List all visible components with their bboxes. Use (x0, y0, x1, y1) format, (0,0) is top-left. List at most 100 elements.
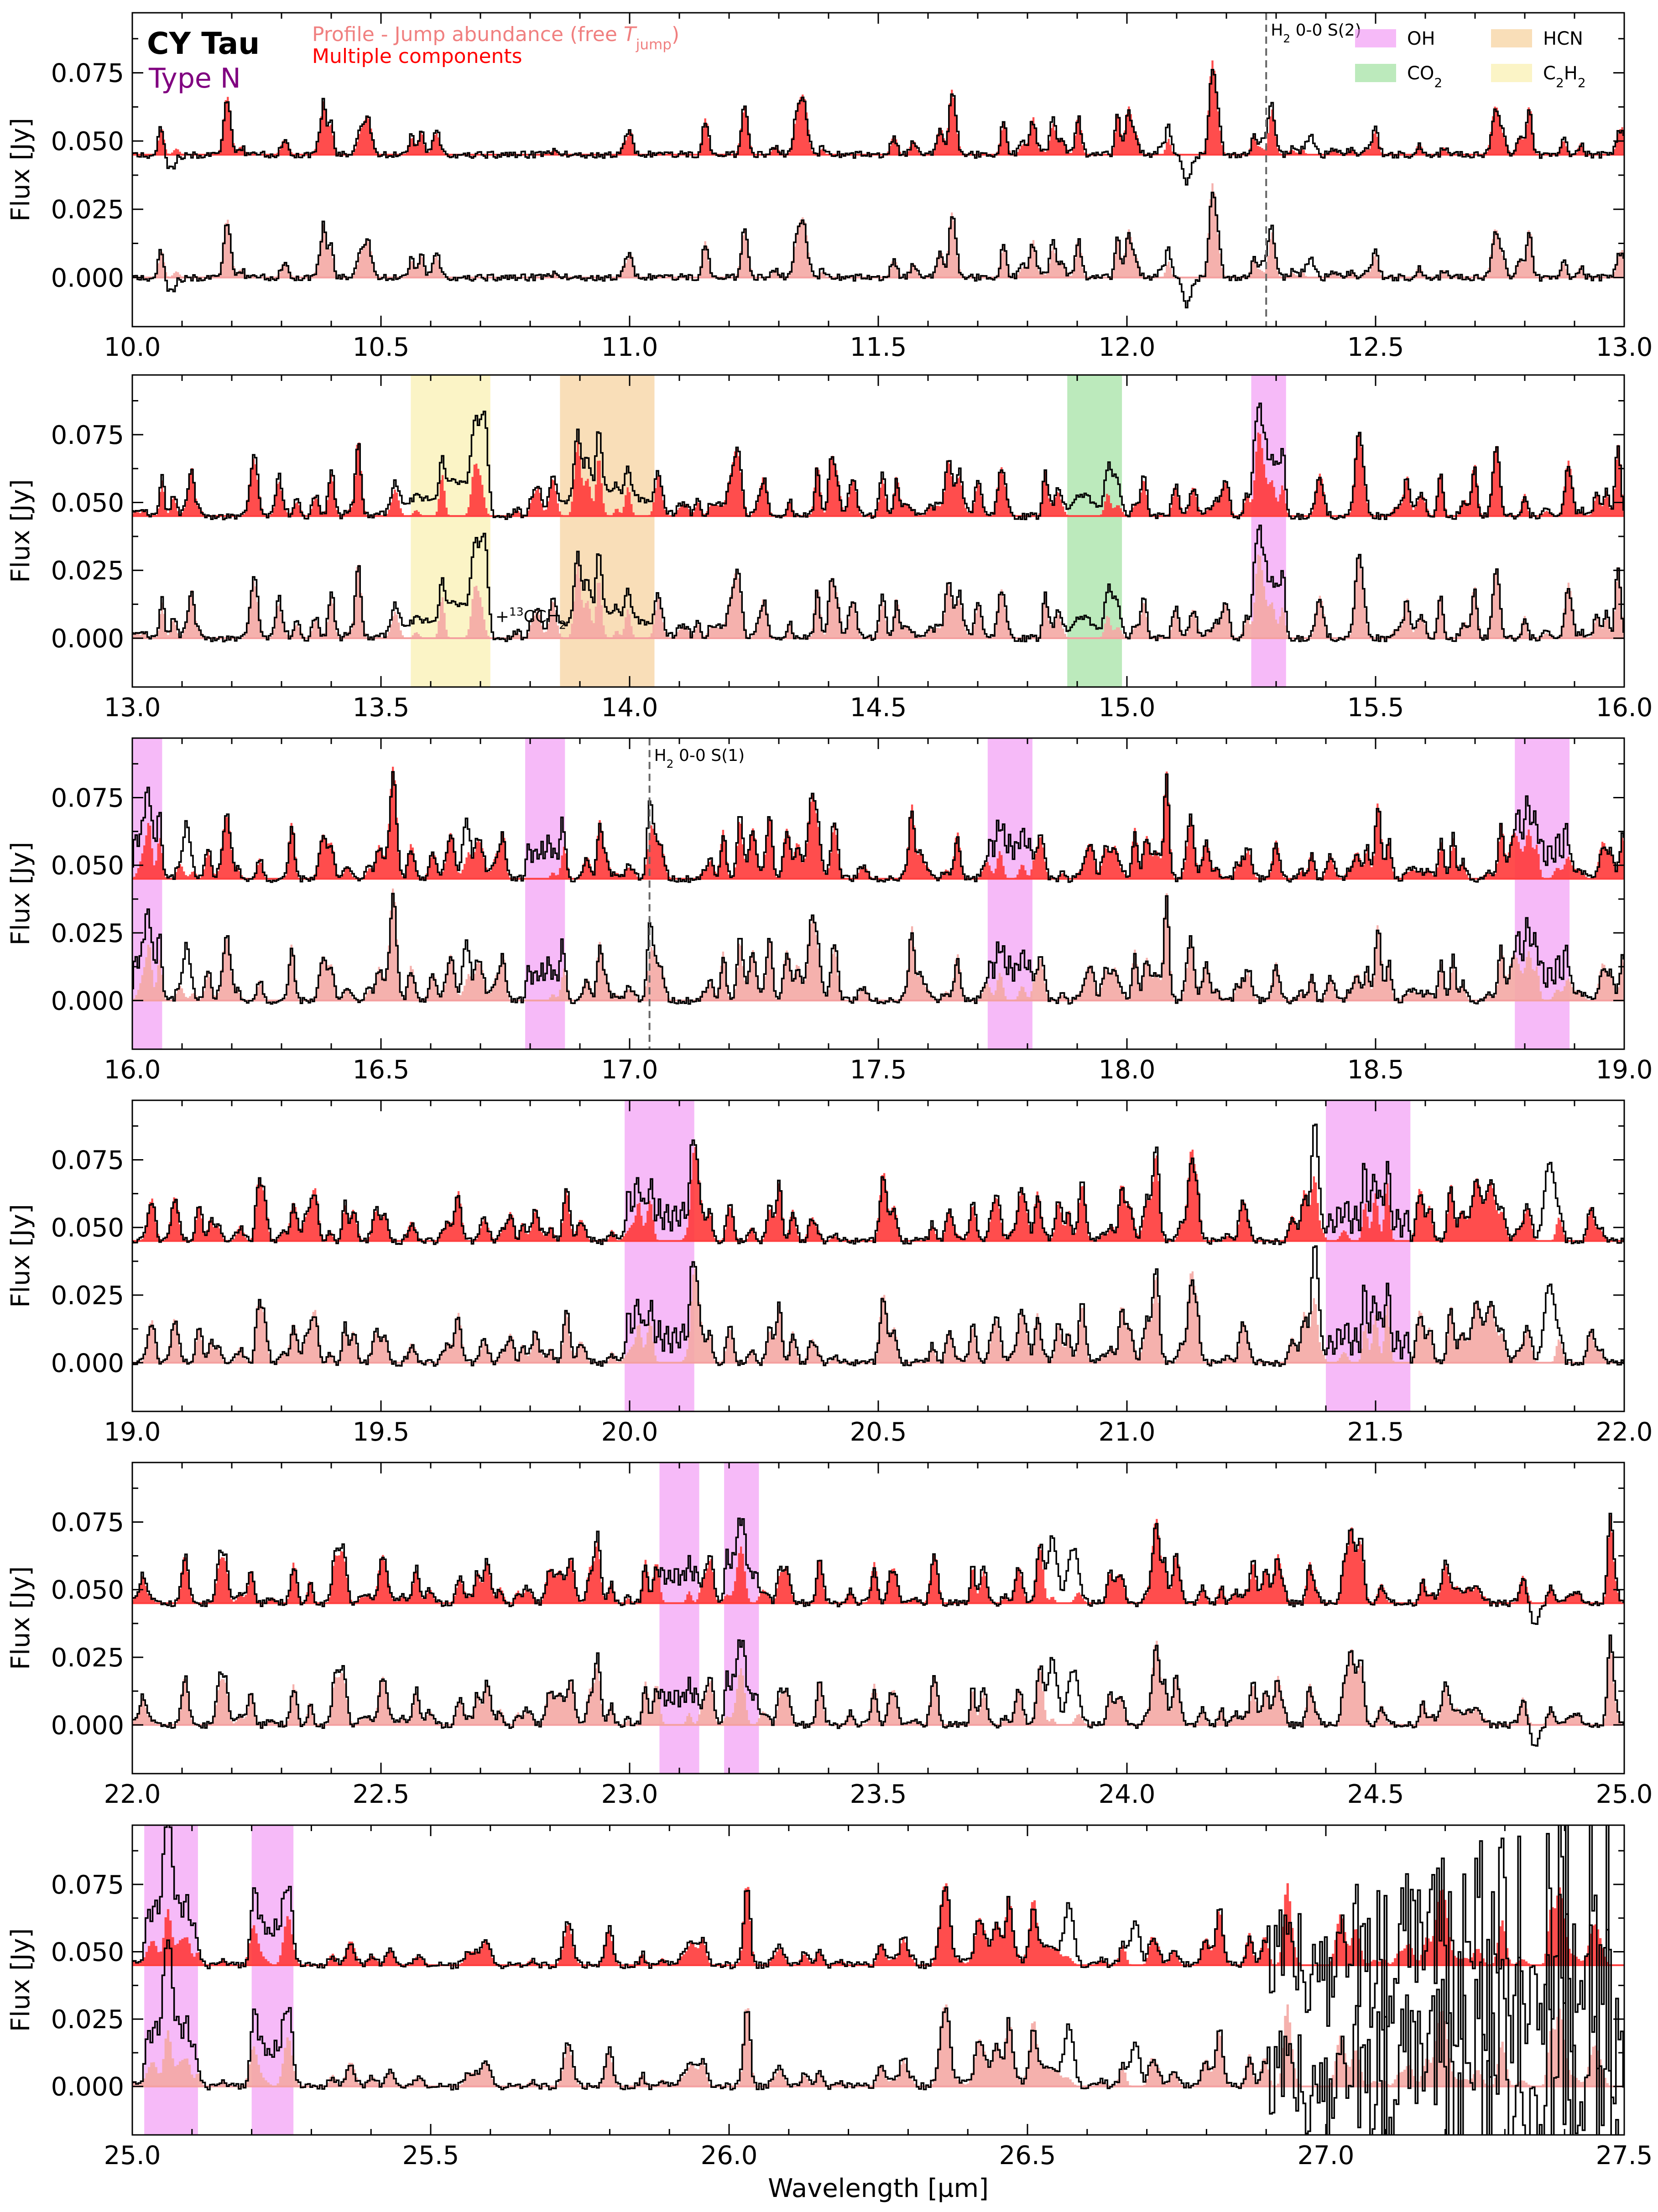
legend-swatch-co2 (1355, 64, 1396, 82)
y-tick-label: 0.025 (51, 2005, 124, 2035)
x-tick-label: 18.0 (1099, 1055, 1156, 1085)
y-tick-label: 0.075 (51, 1145, 124, 1175)
x-tick-label: 23.5 (850, 1780, 907, 1809)
observed-spectrum-bottom (132, 1245, 1624, 1367)
model-fill-profile-jump (132, 183, 1624, 278)
x-tick-label: 17.5 (850, 1055, 907, 1085)
y-tick-label: 0.050 (51, 1576, 124, 1605)
x-tick-label: 20.5 (850, 1417, 907, 1447)
y-tick-label: 0.075 (51, 1870, 124, 1900)
x-tick-label: 13.0 (1596, 333, 1653, 362)
band-oh (1326, 1100, 1411, 1411)
y-tick-label: 0.000 (51, 624, 124, 654)
y-tick-label: 0.000 (51, 986, 124, 1016)
observed-spectrum-top (132, 402, 1624, 520)
panel-frame (131, 1824, 1625, 2136)
y-tick-label: 0.025 (51, 919, 124, 948)
type-label: Type N (148, 62, 241, 94)
isotopologue-annotation: +13CCH2 (495, 605, 566, 631)
observed-spectrum-bottom (132, 192, 1624, 308)
x-tick-label: 17.0 (601, 1055, 658, 1085)
y-tick-label: 0.075 (51, 421, 124, 450)
x-tick-label: 19.0 (104, 1417, 161, 1447)
legend-swatch-c2h2 (1491, 64, 1532, 82)
observed-spectrum-top (132, 69, 1624, 186)
band-oh (724, 1463, 759, 1774)
x-tick-label: 25.0 (1596, 1780, 1653, 1809)
x-tick-label: 19.5 (353, 1417, 410, 1447)
x-tick-label: 18.5 (1347, 1055, 1404, 1085)
y-tick-label: 0.050 (51, 489, 124, 518)
x-tick-label: 15.0 (1099, 693, 1156, 723)
panel-2: +13CCH2 0.000 0.025 0.050 0.075 13.0 13.5 14.0 1… (6, 374, 1653, 723)
x-tick-label: 26.0 (701, 2141, 758, 2170)
y-tick-label: 0.050 (51, 851, 124, 881)
profile-model-label: Profile - Jump abundance (free Tjump) (312, 23, 679, 53)
x-tick-label: 11.0 (601, 333, 658, 362)
y-tick-label: 0.050 (51, 127, 124, 156)
x-tick-label: 27.5 (1596, 2141, 1653, 2170)
band-co2 (1067, 375, 1122, 687)
y-axis-label: Flux [Jy] (6, 1566, 36, 1670)
x-tick-label: 10.5 (353, 333, 410, 362)
x-tick-label: 13.0 (104, 693, 161, 723)
y-tick-label: 0.000 (51, 1348, 124, 1378)
x-axis-label: Wavelength [µm] (768, 2174, 989, 2203)
x-tick-label: 14.5 (850, 693, 907, 723)
y-tick-label: 0.075 (51, 59, 124, 88)
band-c2h2 (411, 375, 490, 687)
y-tick-label: 0.000 (51, 263, 124, 293)
y-tick-label: 0.025 (51, 195, 124, 225)
x-tick-label: 14.0 (601, 693, 658, 723)
x-tick-label: 12.5 (1347, 333, 1404, 362)
x-tick-label: 19.0 (1596, 1055, 1653, 1085)
x-tick-label: 21.0 (1099, 1417, 1156, 1447)
object-name: CY Tau (147, 26, 260, 61)
x-tick-label: 13.5 (353, 693, 410, 723)
y-tick-label: 0.000 (51, 2072, 124, 2102)
observed-spectrum-top (132, 1513, 1624, 1625)
y-axis-label: Flux [Jy] (6, 118, 36, 222)
band-oh (132, 738, 162, 1049)
x-tick-label: 25.5 (402, 2141, 459, 2170)
h2-line-label: H2 0-0 S(1) (654, 746, 745, 770)
legend-label-hcn: HCN (1543, 28, 1583, 49)
panel-4: 0.000 0.025 0.050 0.075 19.0 19.5 20.0 20.5 21.0… (6, 1099, 1653, 1447)
y-tick-label: 0.025 (51, 1281, 124, 1311)
band-oh (1515, 738, 1570, 1049)
observed-spectrum-top (132, 1825, 1624, 2105)
model-fill-multiple-components (132, 432, 1624, 516)
panel-3: H2 0-0 S(1) 0.000 0.025 0.050 0.075 16.0 16.5 1… (6, 737, 1653, 1085)
y-axis-label: Flux [Jy] (6, 479, 36, 583)
model-fill-profile-jump (132, 554, 1624, 638)
legend-label-c2h2: C2H2 (1543, 63, 1586, 90)
h2-line-label: H2 0-0 S(2) (1271, 21, 1361, 45)
observed-spectrum-bottom (132, 893, 1624, 1005)
y-tick-label: 0.075 (51, 783, 124, 813)
model-fill-profile-jump (132, 1637, 1624, 1725)
x-tick-label: 15.5 (1347, 693, 1404, 723)
observed-spectrum-top (132, 1124, 1624, 1245)
x-tick-label: 20.0 (601, 1417, 658, 1447)
x-tick-label: 26.5 (999, 2141, 1056, 2170)
y-tick-label: 0.050 (51, 1938, 124, 1967)
x-tick-label: 24.0 (1099, 1780, 1156, 1809)
y-tick-label: 0.025 (51, 1643, 124, 1673)
y-tick-label: 0.075 (51, 1508, 124, 1537)
y-tick-label: 0.000 (51, 1711, 124, 1740)
observed-spectrum-bottom (132, 1634, 1624, 1747)
model-fill-multiple-components (132, 60, 1624, 155)
model-fill-profile-jump (132, 2004, 1624, 2087)
x-tick-label: 12.0 (1099, 333, 1156, 362)
x-tick-label: 24.5 (1347, 1780, 1404, 1809)
band-oh (987, 738, 1032, 1049)
band-oh (659, 1463, 699, 1774)
model-fill-multiple-components (132, 766, 1624, 879)
x-tick-label: 22.0 (1596, 1417, 1653, 1447)
y-tick-label: 0.050 (51, 1213, 124, 1243)
x-tick-label: 16.5 (353, 1055, 410, 1085)
x-tick-label: 10.0 (104, 333, 161, 362)
observed-spectrum-bottom (132, 1894, 1619, 2135)
x-tick-label: 11.5 (850, 333, 907, 362)
